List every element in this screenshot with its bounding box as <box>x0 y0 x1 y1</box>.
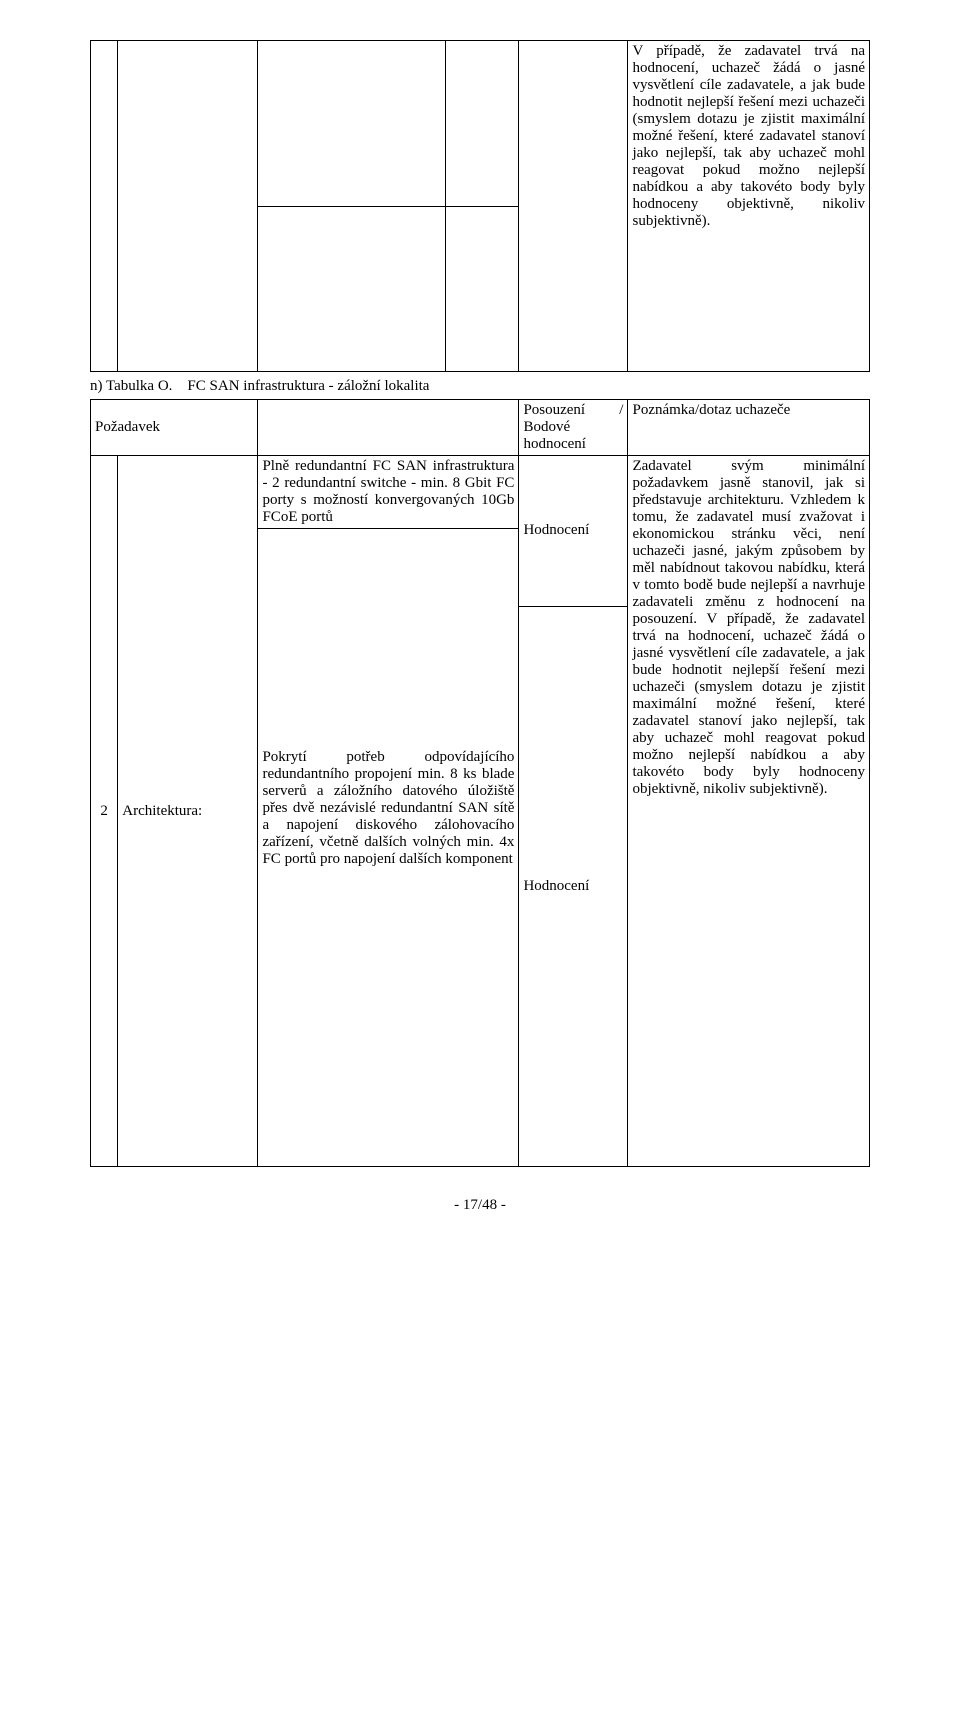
page-footer: - 17/48 - <box>90 1197 870 1214</box>
row-label: Architektura: <box>118 456 258 1167</box>
top-inner-1a <box>258 41 445 206</box>
top-cell-note: V případě, že zadavatel trvá na hodnocen… <box>628 41 870 372</box>
header-requirement: Požadavek <box>91 400 258 456</box>
eval-inner: Hodnocení Hodnocení <box>519 456 627 1166</box>
top-inner-2a <box>258 206 445 371</box>
req-inner: Plně redundantní FC SAN infrastruktura -… <box>258 456 518 1089</box>
eval-bottom: Hodnocení <box>519 606 627 1166</box>
row-requirements: Plně redundantní FC SAN infrastruktura -… <box>258 456 519 1167</box>
top-inner-table <box>258 41 518 371</box>
table-header-row: Požadavek Posouzení / Bodové hodnocení P… <box>91 400 870 456</box>
main-table: Požadavek Posouzení / Bodové hodnocení P… <box>90 399 870 1167</box>
table-row: 2 Architektura: Plně redundantní FC SAN … <box>91 456 870 1167</box>
section-title: Tabulka O. <box>106 378 172 394</box>
top-cell-4 <box>519 41 628 372</box>
row-evaluations: Hodnocení Hodnocení <box>519 456 628 1167</box>
top-cell-1 <box>91 41 118 372</box>
top-continuation-table: V případě, že zadavatel trvá na hodnocen… <box>90 40 870 372</box>
req-top: Plně redundantní FC SAN infrastruktura -… <box>258 456 518 529</box>
row-number: 2 <box>91 456 118 1167</box>
header-empty <box>258 400 519 456</box>
top-cell-2 <box>118 41 258 372</box>
section-heading: n) Tabulka O. FC SAN infrastruktura - zá… <box>90 372 870 399</box>
top-cell-3 <box>258 41 519 372</box>
eval-top: Hodnocení <box>519 456 627 606</box>
req-bottom: Pokrytí potřeb odpovídajícího redundantn… <box>258 529 518 1089</box>
top-inner-1b <box>446 41 519 206</box>
header-note: Poznámka/dotaz uchazeče <box>628 400 870 456</box>
section-suffix: FC SAN infrastruktura - záložní lokalita <box>187 378 429 394</box>
row-note: Zadavatel svým minimální požadavkem jasn… <box>628 456 870 1167</box>
section-prefix: n) <box>90 378 103 394</box>
header-evaluation: Posouzení / Bodové hodnocení <box>519 400 628 456</box>
top-inner-2b <box>446 206 519 371</box>
